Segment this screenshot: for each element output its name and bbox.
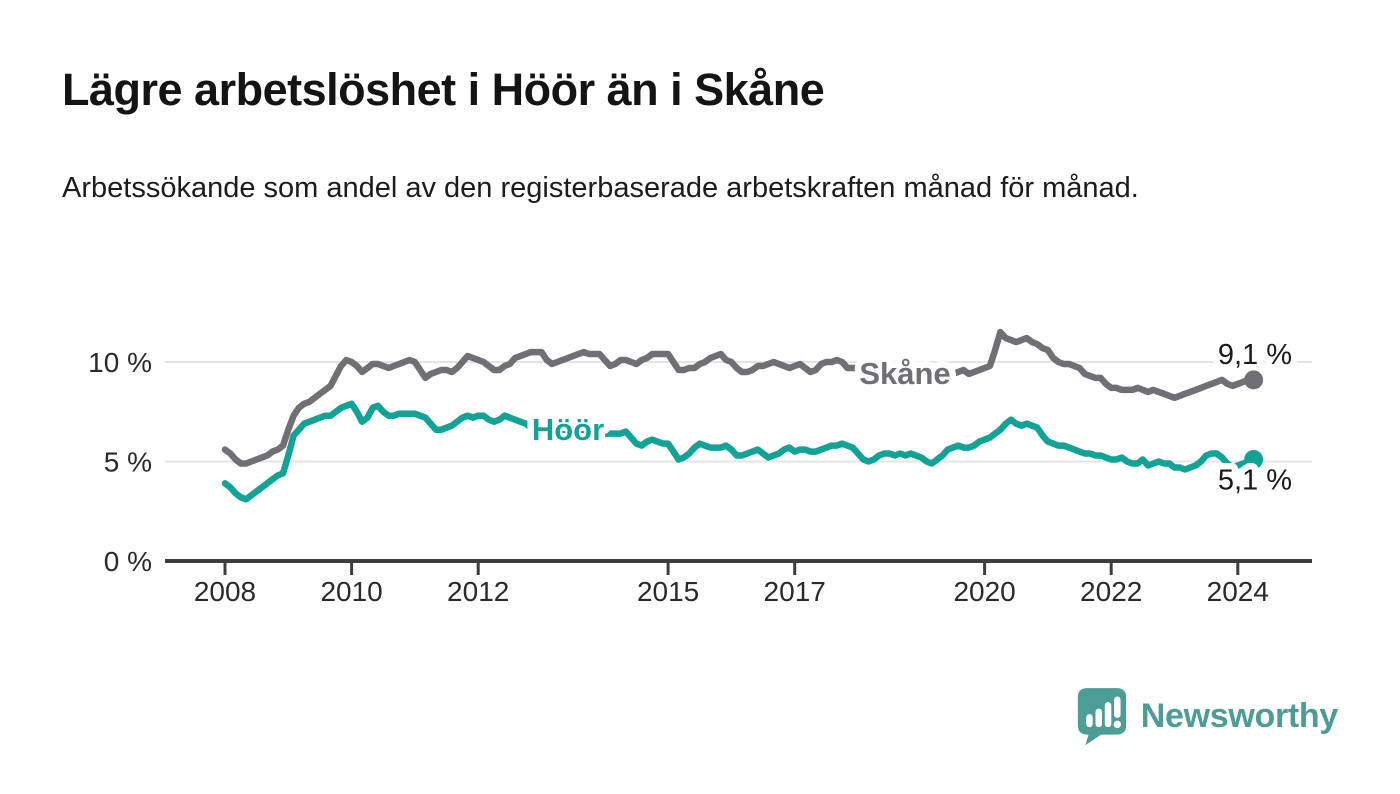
x-axis-label: 2024 <box>1207 576 1269 607</box>
newsworthy-logo-text: Newsworthy <box>1140 696 1339 735</box>
x-axis-label: 2010 <box>320 576 382 607</box>
x-axis-label: 2008 <box>194 576 256 607</box>
y-axis-label: 10 % <box>88 347 152 378</box>
end-value-label-skne: 9,1 % <box>1218 339 1292 371</box>
series-line-hr <box>221 400 1257 503</box>
series-line-skne <box>221 328 1257 467</box>
x-axis-label: 2015 <box>637 576 699 607</box>
chart-title: Lägre arbetslöshet i Höör än i Skåne <box>62 64 825 115</box>
series-end-dot-skne <box>1244 370 1264 390</box>
x-axis-label: 2012 <box>447 576 509 607</box>
newsworthy-bubble-chart-icon <box>1077 688 1126 746</box>
end-value-label-hr: 5,1 % <box>1218 465 1292 497</box>
y-axis-label: 5 % <box>104 447 152 478</box>
series-end-dot-hr <box>1244 450 1264 470</box>
x-axis-label: 2020 <box>953 576 1015 607</box>
x-axis-label: 2017 <box>764 576 826 607</box>
y-axis-label: 0 % <box>104 546 152 577</box>
series-label-hr: Höör <box>532 412 604 447</box>
chart-subtitle: Arbetssökande som andel av den registerb… <box>62 172 1139 204</box>
series-label-skne: Skåne <box>859 356 950 391</box>
newsworthy-logo: Newsworthy <box>1076 686 1338 746</box>
x-axis-label: 2022 <box>1080 576 1142 607</box>
